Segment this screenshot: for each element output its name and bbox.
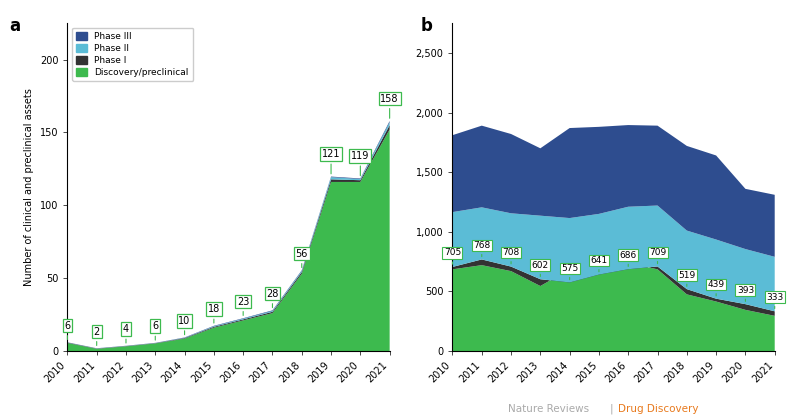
Text: 10: 10	[178, 316, 190, 335]
Text: 23: 23	[237, 296, 250, 316]
Text: 708: 708	[502, 248, 520, 264]
Text: 768: 768	[473, 241, 490, 257]
Text: 158: 158	[380, 94, 399, 118]
Text: 119: 119	[351, 151, 370, 176]
Text: Nature Reviews: Nature Reviews	[508, 404, 589, 414]
Text: 519: 519	[678, 270, 695, 286]
Text: 2: 2	[94, 326, 100, 345]
Text: 4: 4	[123, 324, 129, 343]
Text: 575: 575	[561, 264, 578, 280]
Text: 121: 121	[322, 149, 340, 174]
Text: 56: 56	[295, 249, 308, 268]
Text: b: b	[420, 17, 432, 35]
Text: 439: 439	[707, 280, 725, 296]
Text: 705: 705	[444, 248, 461, 264]
Text: 602: 602	[532, 261, 549, 276]
Legend: Phase III, Phase II, Phase I, Discovery/preclinical: Phase III, Phase II, Phase I, Discovery/…	[72, 28, 194, 81]
Text: 686: 686	[620, 251, 637, 266]
Text: 28: 28	[266, 289, 278, 308]
Text: |: |	[610, 403, 614, 414]
Text: a: a	[10, 17, 21, 35]
Y-axis label: Number of clinical and preclinical assets: Number of clinical and preclinical asset…	[24, 88, 34, 286]
Text: 393: 393	[737, 285, 754, 301]
Text: 6: 6	[64, 321, 70, 339]
Text: 709: 709	[649, 248, 666, 264]
Text: 18: 18	[208, 304, 220, 323]
Text: 641: 641	[590, 256, 607, 272]
Text: 6: 6	[152, 321, 158, 340]
Text: 333: 333	[766, 293, 783, 308]
Text: Drug Discovery: Drug Discovery	[618, 404, 698, 414]
